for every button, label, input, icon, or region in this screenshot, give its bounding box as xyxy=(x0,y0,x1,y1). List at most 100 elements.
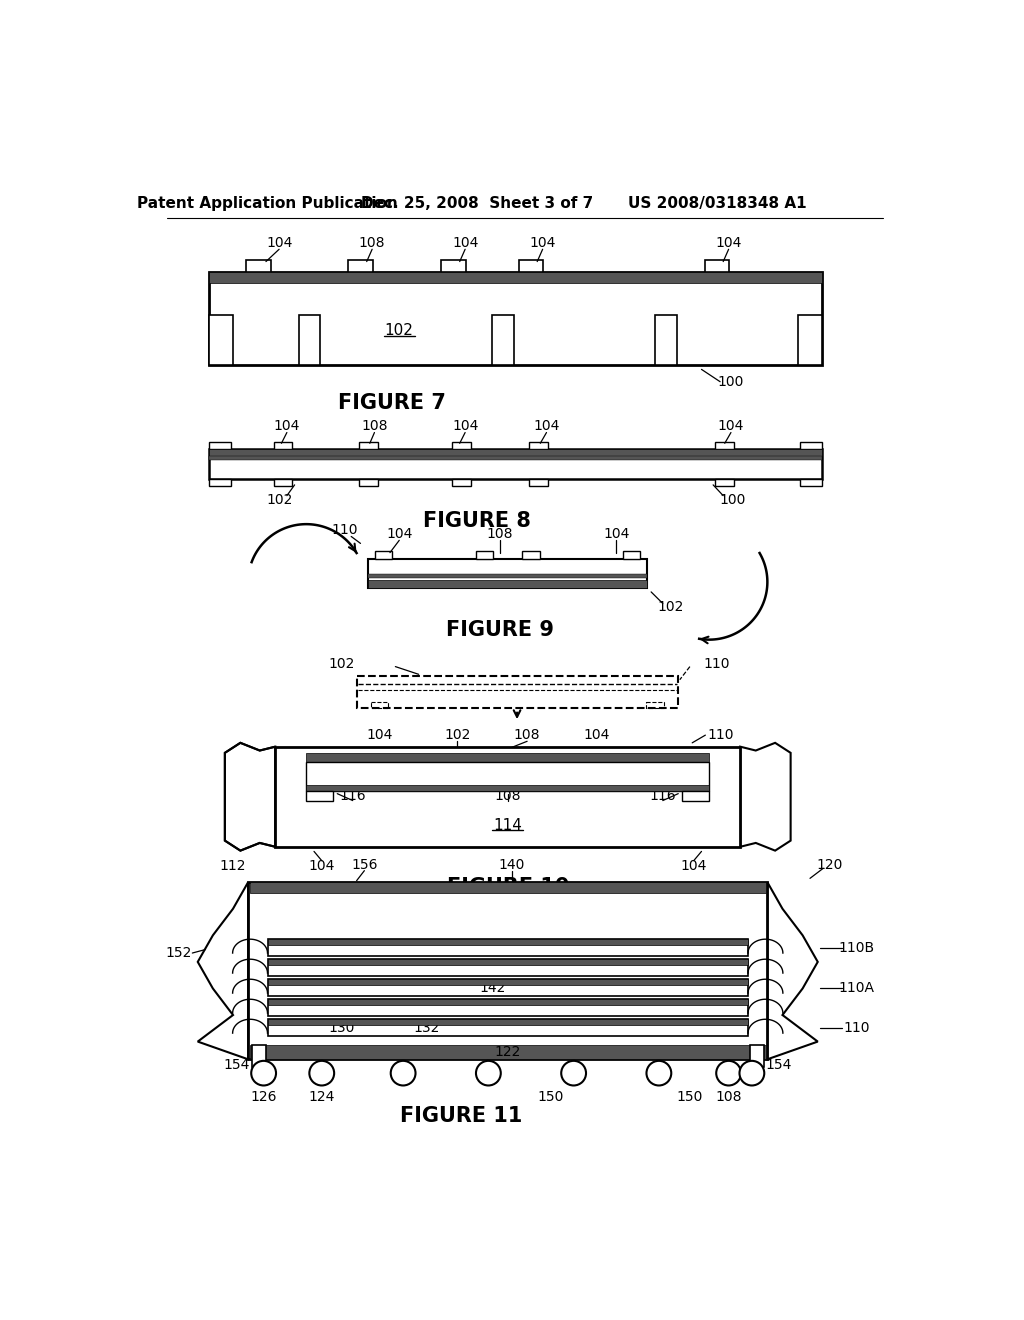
Text: 110: 110 xyxy=(708,729,734,742)
Bar xyxy=(799,314,821,364)
Bar xyxy=(306,785,710,792)
Bar xyxy=(493,314,514,364)
Circle shape xyxy=(251,1061,276,1085)
Text: 112: 112 xyxy=(219,859,246,873)
Polygon shape xyxy=(198,882,248,1059)
Polygon shape xyxy=(767,882,818,1059)
Text: 100: 100 xyxy=(719,494,745,507)
Text: 126: 126 xyxy=(251,1090,276,1104)
Text: 130: 130 xyxy=(328,1020,354,1035)
Text: US 2008/0318348 A1: US 2008/0318348 A1 xyxy=(628,195,806,211)
Bar xyxy=(209,272,821,364)
Text: 116: 116 xyxy=(649,789,676,803)
Bar xyxy=(306,792,334,800)
Text: 104: 104 xyxy=(716,236,741,249)
Bar xyxy=(452,479,471,487)
Circle shape xyxy=(391,1061,416,1085)
Text: 150: 150 xyxy=(677,1090,703,1104)
Bar xyxy=(252,1045,266,1067)
Bar xyxy=(529,479,548,487)
Text: 114: 114 xyxy=(494,817,522,833)
Bar xyxy=(800,442,821,449)
Text: 110B: 110B xyxy=(839,941,874,954)
Text: 104: 104 xyxy=(452,236,478,249)
Bar xyxy=(299,314,321,364)
Circle shape xyxy=(476,1061,501,1085)
Text: 104: 104 xyxy=(681,859,707,873)
Bar xyxy=(267,999,748,1016)
Text: 110: 110 xyxy=(843,1020,869,1035)
Bar xyxy=(273,442,292,449)
Bar xyxy=(682,792,710,800)
Circle shape xyxy=(716,1061,741,1085)
Text: 152: 152 xyxy=(165,946,191,960)
Bar xyxy=(267,940,748,956)
Text: 104: 104 xyxy=(308,859,335,873)
Text: 102: 102 xyxy=(657,601,684,614)
Text: FIGURE 10: FIGURE 10 xyxy=(446,876,569,896)
Text: 102: 102 xyxy=(444,729,471,742)
Bar xyxy=(359,442,378,449)
Text: 122: 122 xyxy=(495,1045,521,1060)
Bar xyxy=(359,479,378,487)
Bar xyxy=(372,702,388,708)
Text: 132: 132 xyxy=(414,1020,439,1035)
Text: 142: 142 xyxy=(479,981,506,995)
Bar xyxy=(250,882,766,892)
Bar xyxy=(369,574,647,578)
Text: 104: 104 xyxy=(584,729,610,742)
Text: FIGURE 7: FIGURE 7 xyxy=(338,393,445,413)
Bar xyxy=(209,457,821,461)
Text: 120: 120 xyxy=(816,858,843,873)
Bar xyxy=(267,960,748,977)
Text: 124: 124 xyxy=(308,1090,335,1104)
Bar xyxy=(209,314,232,364)
Bar xyxy=(209,442,231,449)
Text: 108: 108 xyxy=(514,729,541,742)
Bar xyxy=(750,1045,764,1067)
Text: 108: 108 xyxy=(486,527,513,541)
Text: 150: 150 xyxy=(538,1090,563,1104)
Text: 108: 108 xyxy=(358,236,385,249)
Bar xyxy=(529,442,548,449)
Text: 100: 100 xyxy=(718,375,744,388)
Text: FIGURE 9: FIGURE 9 xyxy=(446,620,554,640)
Text: 154: 154 xyxy=(766,1059,793,1072)
Text: 104: 104 xyxy=(386,527,413,541)
Bar xyxy=(209,449,821,457)
Circle shape xyxy=(739,1061,764,1085)
Text: 110: 110 xyxy=(703,657,730,672)
Polygon shape xyxy=(740,743,791,850)
Text: 104: 104 xyxy=(266,236,292,249)
Text: 102: 102 xyxy=(385,322,414,338)
Polygon shape xyxy=(225,743,275,850)
Circle shape xyxy=(646,1061,672,1085)
Bar xyxy=(209,479,231,487)
Text: 104: 104 xyxy=(452,420,478,433)
Bar xyxy=(476,552,493,558)
Bar xyxy=(348,260,373,272)
Text: 108: 108 xyxy=(361,420,388,433)
Bar xyxy=(369,558,647,589)
Bar xyxy=(267,940,748,945)
Text: 110A: 110A xyxy=(839,981,874,995)
Text: 102: 102 xyxy=(328,657,354,672)
Bar xyxy=(267,1019,748,1036)
Text: 104: 104 xyxy=(603,527,630,541)
Bar xyxy=(452,442,471,449)
Bar xyxy=(356,676,678,708)
Text: 116: 116 xyxy=(339,789,366,803)
Text: 102: 102 xyxy=(266,494,292,507)
Text: FIGURE 11: FIGURE 11 xyxy=(400,1106,522,1126)
Text: 104: 104 xyxy=(273,420,300,433)
Circle shape xyxy=(561,1061,586,1085)
Bar xyxy=(267,1019,748,1024)
Bar xyxy=(250,1045,766,1059)
Circle shape xyxy=(309,1061,334,1085)
Text: 104: 104 xyxy=(367,729,393,742)
Bar xyxy=(267,979,748,997)
Text: FIGURE 8: FIGURE 8 xyxy=(423,511,530,531)
Text: 108: 108 xyxy=(495,789,521,803)
Text: 156: 156 xyxy=(351,858,378,873)
Bar xyxy=(306,752,710,762)
